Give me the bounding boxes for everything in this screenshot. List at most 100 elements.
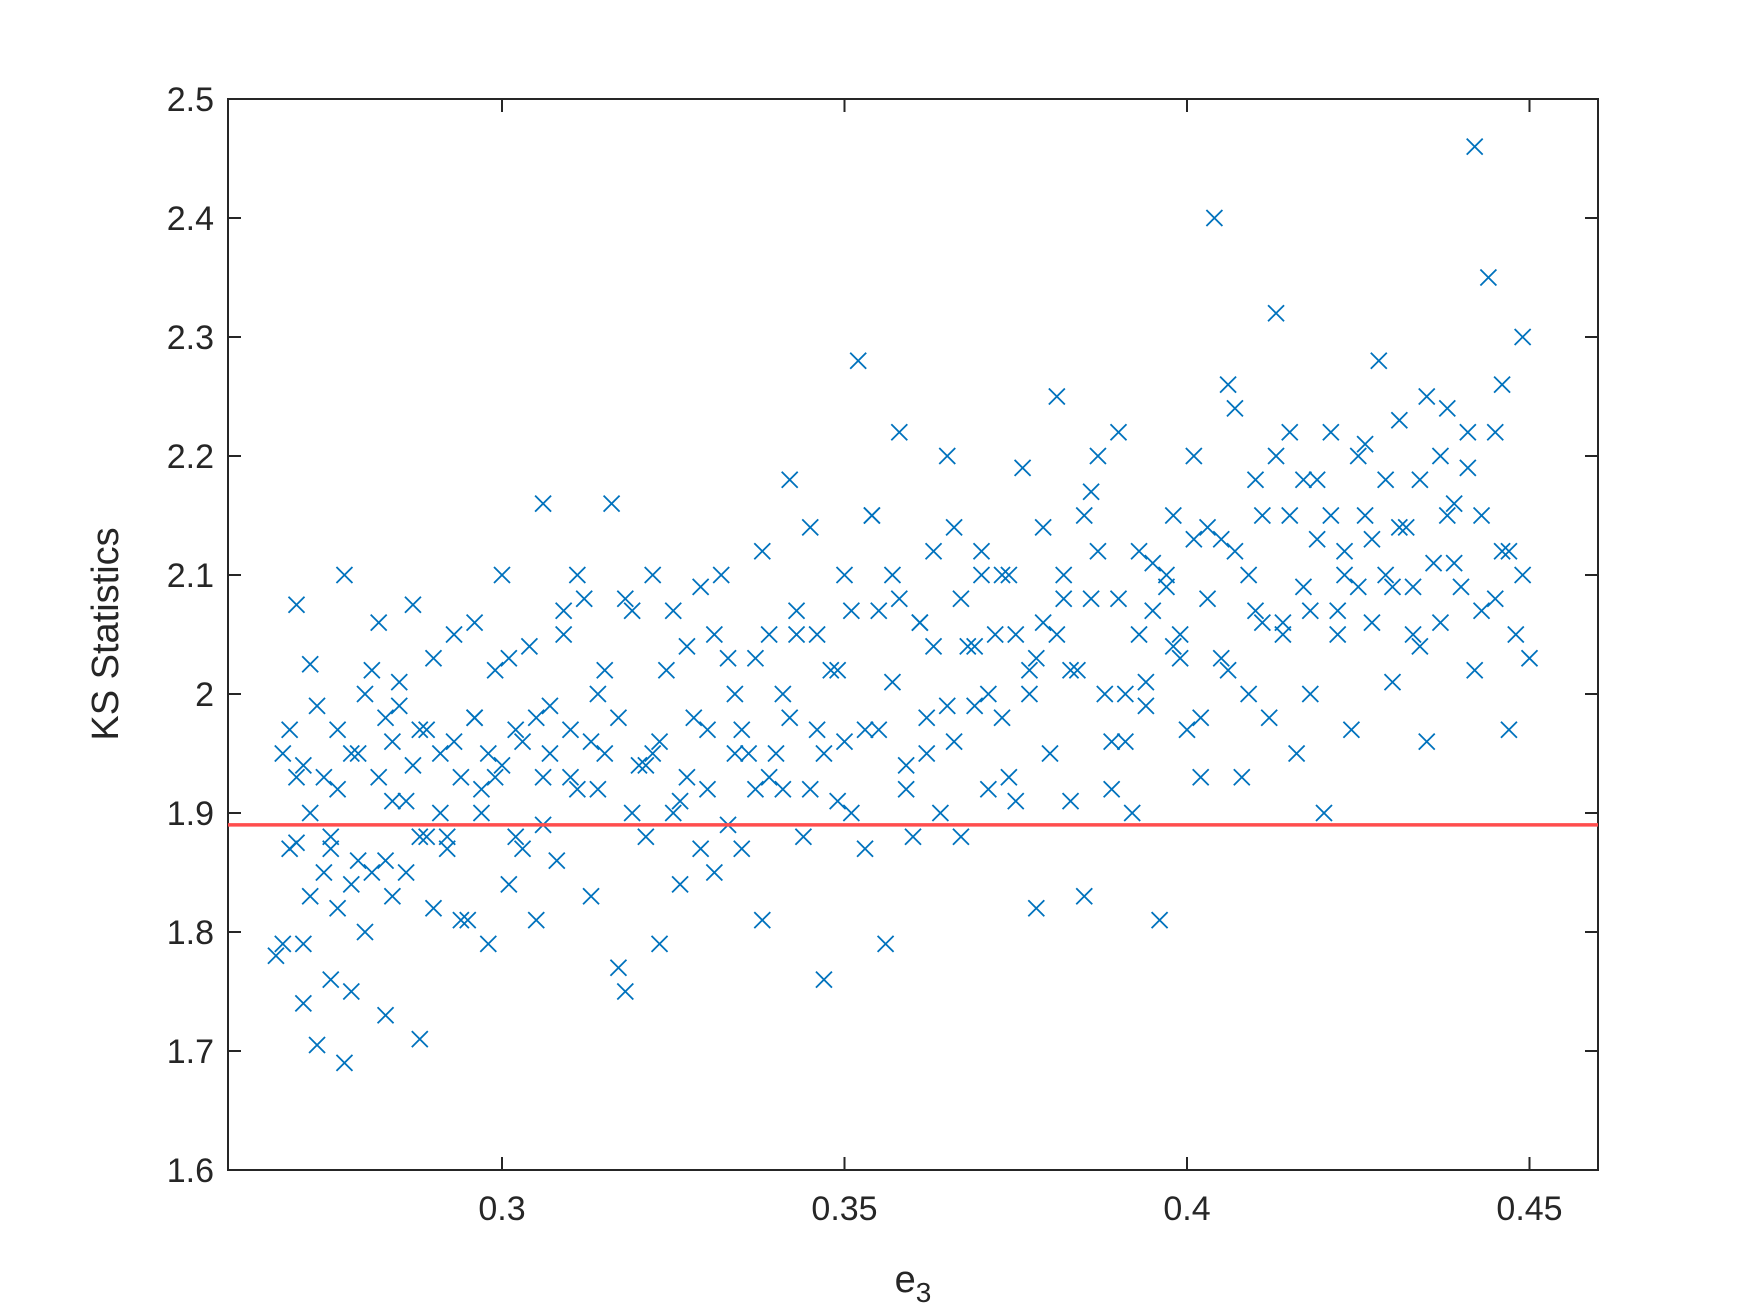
data-point [349,851,367,870]
data-point [1335,566,1354,584]
data-point [870,602,888,620]
data-point [1178,721,1196,739]
data-point [411,828,429,846]
data-point [685,709,703,727]
data-point [1212,649,1230,667]
y-tick-label: 1.7 [167,1033,214,1071]
data-point [835,566,854,584]
data-point [452,768,470,786]
data-point [1493,542,1511,560]
data-point [801,518,819,537]
data-point [335,1054,354,1072]
data-point [1116,732,1134,751]
data-point [281,721,299,739]
data-point [870,721,888,739]
data-point [534,494,552,513]
data-point [883,673,902,691]
data-point [1020,661,1039,679]
data-point [1212,530,1230,548]
data-point [1514,328,1532,346]
data-point [342,744,360,763]
data-point [883,566,902,584]
data-point [459,911,477,929]
data-point [1000,566,1018,584]
data-point [787,625,806,644]
data-point [1281,506,1299,525]
data-point [486,768,504,786]
data-point [589,780,607,798]
data-point [1383,673,1402,691]
data-point [1315,804,1333,822]
data-point [1472,602,1491,620]
data-point [520,637,539,656]
data-point [1356,435,1374,453]
data-point [1308,471,1326,489]
data-point [774,780,792,798]
data-point [1007,625,1025,644]
data-point [822,661,840,679]
data-point [1404,625,1422,644]
data-point [1246,471,1265,489]
data-point [966,697,984,715]
data-point [1137,697,1155,715]
data-point [1027,899,1045,917]
data-point [979,780,997,798]
data-point [849,352,867,370]
data-point [993,566,1011,584]
data-point [972,566,991,584]
data-point [644,744,662,763]
data-point [1219,375,1237,394]
data-point [1020,685,1039,703]
data-point [1486,423,1504,441]
data-point [1281,423,1299,441]
data-point [500,649,518,667]
data-point [938,697,956,715]
data-point [1164,637,1182,656]
data-point [424,899,443,917]
data-point [438,840,456,858]
data-point [1198,590,1217,608]
data-point [1267,304,1285,322]
data-point [1335,542,1354,560]
data-point [1089,542,1107,560]
data-point [500,875,518,894]
data-point [904,828,922,846]
data-point [1390,411,1408,429]
data-point [315,768,333,786]
data-point [1240,566,1258,584]
data-point [712,566,730,584]
data-point [1397,518,1415,537]
data-point [1246,602,1265,620]
data-point [671,792,689,810]
data-point [383,732,402,751]
data-point [856,840,874,858]
data-point [760,625,778,644]
data-point [1198,518,1217,537]
data-point [1514,566,1532,584]
data-point [1116,685,1134,703]
data-point [589,685,607,703]
data-point [753,542,771,560]
data-point [1377,566,1395,584]
data-point [486,661,504,679]
data-point [527,709,545,727]
data-point [829,792,847,810]
data-point [1438,506,1456,525]
data-point [445,625,463,644]
data-point [1130,625,1148,644]
data-point [1404,578,1422,596]
data-point [472,780,491,798]
data-point [1205,209,1224,227]
data-point [301,655,319,673]
data-point [1431,447,1450,465]
data-point [479,744,497,763]
data-point [1390,518,1408,537]
data-point [424,649,443,667]
data-point [465,709,484,727]
data-point [342,982,360,1001]
data-point [924,542,943,560]
data-point [1034,518,1052,537]
data-point [918,709,936,727]
data-point [623,602,641,620]
data-point [294,994,312,1013]
